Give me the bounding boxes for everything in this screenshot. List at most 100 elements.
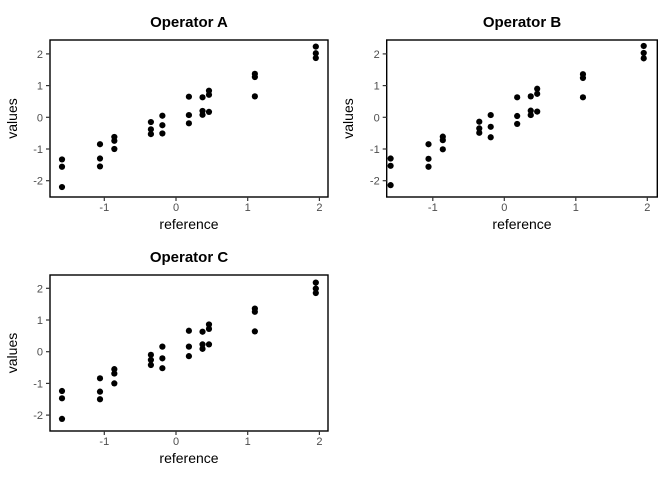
operator-a-chart: Operator A -1 0 1 2 2 1 0 -1 -2 reference values	[4, 14, 329, 232]
data-point	[58, 415, 66, 423]
panel-title: Operator A	[150, 14, 228, 31]
data-point	[425, 163, 432, 170]
data-point	[111, 137, 118, 144]
data-point	[640, 42, 647, 50]
data-point	[312, 54, 319, 62]
data-point	[96, 155, 104, 162]
x-tick-label: 1	[245, 436, 251, 448]
data-point	[111, 366, 118, 373]
y-axis-title: values	[340, 98, 356, 138]
data-point	[514, 120, 521, 128]
data-point	[579, 74, 587, 82]
data-point	[439, 146, 446, 153]
operator-b-chart: Operator B -1 0 1 2 2 1 0 -1 -2 reference values	[340, 14, 659, 232]
data-point	[487, 123, 494, 130]
operator-c-chart: Operator C -1 0 1 2 2 1 0 -1 -2 reference values	[4, 249, 329, 466]
data-point	[534, 90, 541, 97]
data-point	[487, 111, 494, 119]
y-tick-label: -1	[370, 144, 380, 156]
data-point	[111, 370, 118, 377]
data-point	[159, 112, 166, 119]
data-point	[312, 43, 319, 50]
y-axis-title: values	[4, 98, 20, 138]
data-point	[251, 308, 258, 315]
x-tick-label: 1	[245, 202, 251, 214]
panel-border	[386, 39, 659, 198]
data-point	[159, 365, 166, 372]
data-point	[205, 91, 213, 98]
data-point	[58, 163, 66, 170]
data-point	[96, 141, 104, 148]
data-point	[58, 183, 66, 191]
data-point	[185, 93, 193, 100]
data-point	[476, 118, 483, 125]
panel-border	[49, 39, 329, 198]
x-tick-label: -1	[99, 202, 109, 214]
data-point	[312, 289, 319, 297]
data-point	[96, 163, 104, 170]
y-tick-label: 1	[37, 81, 43, 93]
data-point	[147, 118, 155, 126]
x-tick-label: 2	[644, 202, 650, 214]
data-point	[185, 327, 193, 334]
y-tick-label: -1	[33, 144, 43, 156]
data-point	[185, 111, 193, 119]
data-point	[199, 94, 206, 101]
data-point	[534, 108, 541, 115]
x-tick-label: 2	[316, 436, 322, 448]
x-axis-title: reference	[159, 216, 218, 232]
data-point	[439, 137, 446, 144]
y-axis-title: values	[4, 333, 20, 373]
data-point	[185, 120, 193, 127]
data-point	[387, 162, 394, 169]
data-point	[251, 73, 258, 81]
data-point	[205, 325, 213, 332]
data-point	[387, 155, 394, 162]
x-axis-title: reference	[159, 450, 218, 466]
x-tick-label: -1	[99, 436, 109, 448]
x-tick-label: 0	[173, 436, 179, 448]
data-point	[159, 355, 166, 362]
y-tick-label: 2	[37, 283, 43, 295]
y-tick-label: 2	[37, 49, 43, 61]
data-point	[58, 156, 66, 163]
data-point	[147, 361, 155, 369]
data-point	[579, 94, 587, 101]
data-point	[527, 107, 534, 114]
x-tick-label: 0	[173, 202, 179, 214]
data-point	[199, 345, 206, 352]
data-point	[425, 155, 432, 162]
panel-title: Operator B	[483, 14, 562, 31]
data-point	[199, 341, 206, 348]
data-point	[185, 353, 193, 360]
data-point	[527, 111, 534, 119]
y-tick-label: -2	[33, 410, 43, 422]
data-point	[205, 321, 213, 328]
data-point	[312, 279, 319, 286]
data-point	[96, 396, 104, 403]
data-point	[514, 94, 521, 101]
x-tick-label: -1	[428, 202, 438, 214]
panel-operator-a: Operator A -1 0 1 2 2 1 0 -1 -2 reference values	[0, 0, 336, 240]
data-point	[147, 126, 155, 133]
data-point	[251, 93, 258, 100]
y-tick-label: 2	[374, 49, 380, 61]
data-point	[205, 341, 213, 348]
data-point	[251, 328, 258, 335]
y-tick-label: 0	[374, 112, 380, 124]
data-point	[312, 285, 319, 292]
data-point	[58, 395, 66, 402]
x-tick-label: 2	[316, 202, 322, 214]
data-point	[159, 122, 166, 129]
empty-cell	[336, 240, 672, 480]
data-point	[640, 55, 647, 62]
y-tick-label: -1	[33, 378, 43, 390]
data-point	[111, 380, 118, 387]
data-point	[147, 131, 155, 138]
data-point	[640, 49, 647, 57]
y-tick-label: -2	[370, 176, 380, 188]
data-point	[147, 356, 155, 364]
data-point	[527, 93, 534, 100]
x-tick-label: 1	[573, 202, 579, 214]
